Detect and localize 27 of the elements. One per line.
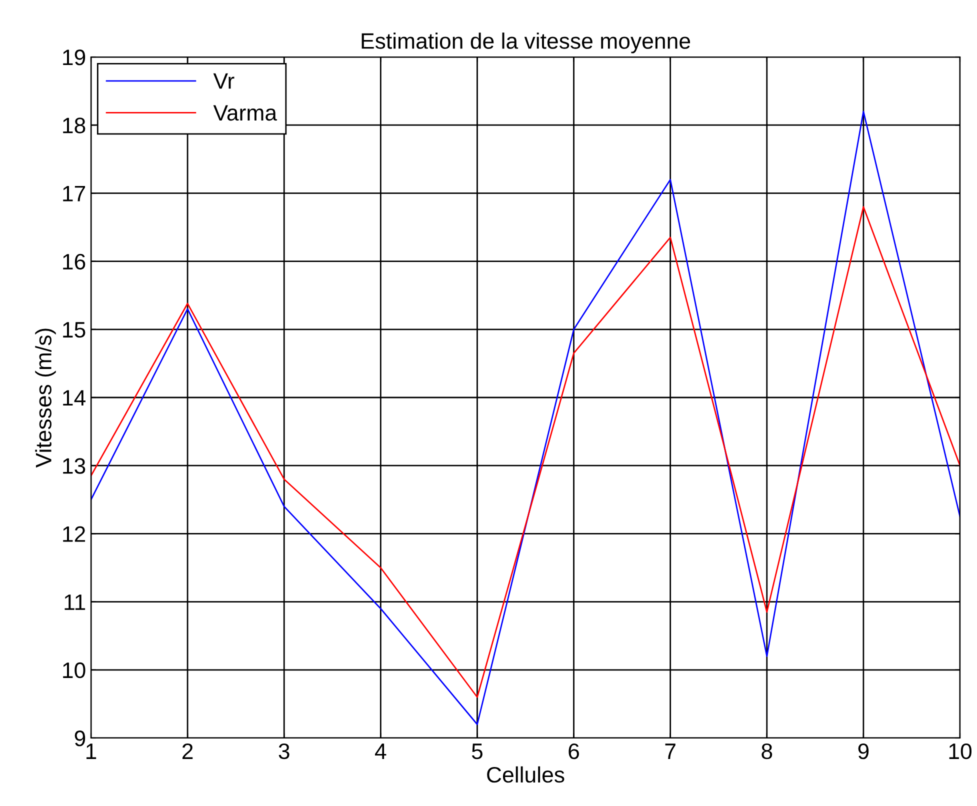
x-tick-label: 6 [568, 743, 579, 760]
x-tick-label: 10 [949, 743, 972, 760]
y-tick-label: 17 [63, 186, 86, 202]
chart-title: Estimation de la vitesse moyenne [362, 32, 690, 54]
x-tick-label: 5 [472, 744, 482, 760]
y-tick-label: 14 [63, 390, 86, 406]
x-tick-label: 7 [665, 744, 676, 759]
y-tick-label: 10 [63, 662, 86, 678]
x-tick-label: 4 [375, 744, 386, 759]
y-axis-title: Vitesses (m/s) [35, 328, 56, 468]
x-tick-label: 2 [182, 743, 193, 759]
line-series [91, 206, 960, 698]
x-tick-label: 9 [858, 743, 869, 760]
x-tick-label: 3 [278, 743, 290, 760]
y-tick-label: 15 [63, 322, 86, 338]
y-tick-label: 13 [63, 458, 86, 474]
x-tick-label: 8 [762, 743, 772, 760]
x-tick-label: 1 [86, 744, 96, 759]
y-tick-label: 9 [74, 730, 86, 746]
legend-label: Varma [213, 105, 278, 121]
y-tick-label: 11 [64, 594, 86, 610]
y-tick-label: 12 [63, 526, 86, 542]
y-tick-label: 16 [63, 254, 86, 270]
y-tick-label: 19 [63, 50, 86, 66]
x-axis-title: Cellules [487, 766, 564, 783]
y-tick-label: 18 [63, 118, 86, 134]
legend-label: Vr [213, 73, 234, 89]
